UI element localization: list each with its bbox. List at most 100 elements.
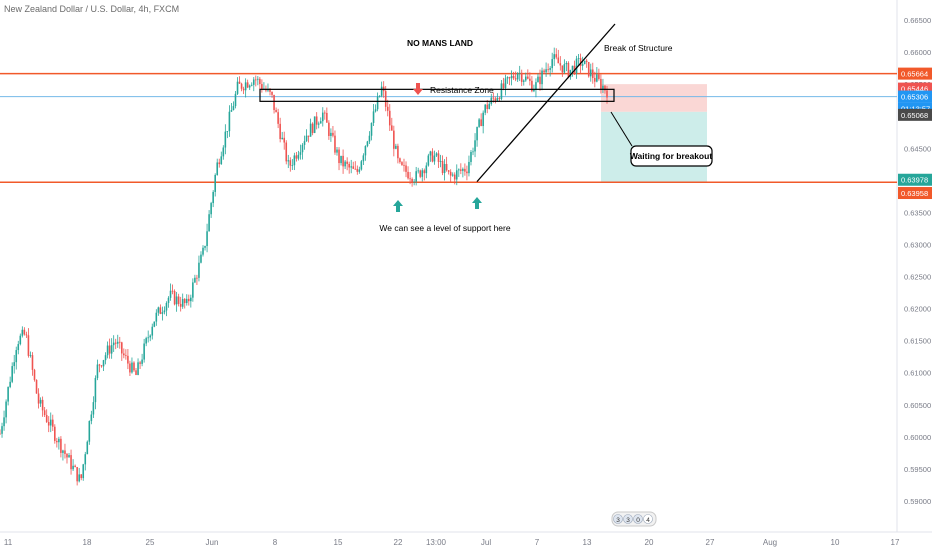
candle-body — [121, 342, 123, 354]
candle-body — [315, 116, 318, 125]
candle-body — [403, 164, 405, 166]
x-tick-label: 8 — [273, 538, 278, 547]
candle-body — [391, 125, 393, 131]
candle-body — [439, 160, 442, 162]
resistance-zone-box — [259, 88, 615, 102]
candle-body — [297, 154, 300, 159]
candle-body — [419, 170, 422, 177]
x-tick-label: Jun — [206, 538, 219, 547]
candle-body — [114, 342, 117, 344]
trendline — [476, 23, 616, 183]
callout-box — [630, 145, 713, 167]
candle-body — [64, 450, 66, 454]
candle-body — [305, 135, 308, 142]
candle-body — [84, 454, 87, 465]
candle-body — [80, 474, 83, 479]
candle-body — [29, 355, 32, 356]
candle-body — [141, 359, 143, 364]
candle-body — [334, 135, 336, 153]
candle-body — [236, 81, 239, 94]
candle-body — [43, 410, 46, 415]
candle-body — [39, 399, 42, 404]
candle-body — [96, 364, 99, 379]
candle-body — [498, 97, 501, 99]
candle-body — [27, 335, 30, 356]
candle-body — [45, 414, 48, 422]
candle-body — [254, 79, 257, 81]
candle-body — [68, 455, 70, 458]
candle-body — [342, 155, 344, 167]
candle-body — [161, 312, 164, 314]
candle-body — [74, 465, 76, 468]
candle-body — [388, 110, 391, 126]
candle-body — [504, 78, 507, 88]
candle-body — [70, 455, 72, 470]
candle-body — [17, 344, 20, 351]
candle-body — [3, 417, 5, 427]
candle-body — [336, 149, 338, 153]
candle-body — [151, 326, 154, 336]
candle-body — [275, 109, 277, 113]
candle-body — [15, 350, 18, 363]
y-tick-label: 0.60500 — [904, 401, 931, 410]
candle-body — [51, 419, 54, 427]
price-tag-entry — [898, 108, 932, 121]
candle-body — [1, 426, 3, 434]
candle-body — [94, 378, 97, 403]
candle-body — [332, 132, 334, 136]
candle-body — [470, 151, 472, 162]
candle-body — [547, 69, 549, 71]
candle-body — [54, 426, 56, 441]
candle-body — [500, 83, 503, 99]
y-tick-label: 0.60000 — [904, 433, 931, 442]
x-tick-label: 17 — [891, 538, 900, 547]
candle-body — [488, 103, 491, 109]
candle-body — [455, 170, 458, 180]
annotation-no-mans-land: NO MANS LAND — [407, 38, 473, 48]
candle-body — [565, 62, 568, 65]
candle-body — [147, 337, 149, 339]
candle-body — [449, 171, 452, 176]
candle-body — [23, 329, 26, 335]
candle-body — [516, 73, 519, 80]
y-tick-label: 0.63500 — [904, 208, 931, 217]
support-arrow-icon — [472, 197, 482, 203]
candle-body — [49, 419, 52, 426]
candle-body — [7, 386, 9, 402]
candle-body — [100, 365, 103, 367]
price-tag-current-text: 0.65306 — [901, 93, 928, 102]
candle-body — [384, 91, 387, 107]
candle-body — [212, 191, 214, 204]
candle-body — [423, 170, 426, 174]
candle-body — [598, 74, 600, 79]
candle-body — [13, 362, 16, 367]
stop-loss-zone — [601, 84, 707, 112]
candle-body — [563, 64, 566, 73]
candle-body — [569, 69, 572, 78]
x-tick-label: 10 — [831, 538, 840, 547]
callout-pointer — [610, 111, 633, 147]
candle-body — [173, 291, 176, 305]
candle-body — [279, 123, 281, 140]
candle-body — [224, 131, 227, 148]
event-icon — [643, 514, 653, 524]
candle-body — [41, 399, 44, 411]
candle-body — [200, 254, 202, 263]
candle-body — [102, 360, 105, 367]
candle-body — [78, 474, 80, 482]
candle-body — [472, 151, 474, 153]
candle-body — [82, 464, 85, 479]
candle-body — [248, 85, 251, 88]
candle-body — [587, 62, 590, 77]
chart-header: New Zealand Dollar / U.S. Dollar, 4h, FX… — [4, 4, 180, 14]
candle-body — [210, 203, 212, 215]
candle-body — [295, 155, 298, 159]
candle-body — [508, 77, 511, 79]
support-arrow-icon — [475, 203, 479, 209]
candle-body — [234, 93, 237, 107]
candle-body — [581, 64, 584, 66]
candle-body — [192, 282, 194, 298]
candle-body — [76, 467, 78, 482]
candle-body — [273, 94, 275, 110]
